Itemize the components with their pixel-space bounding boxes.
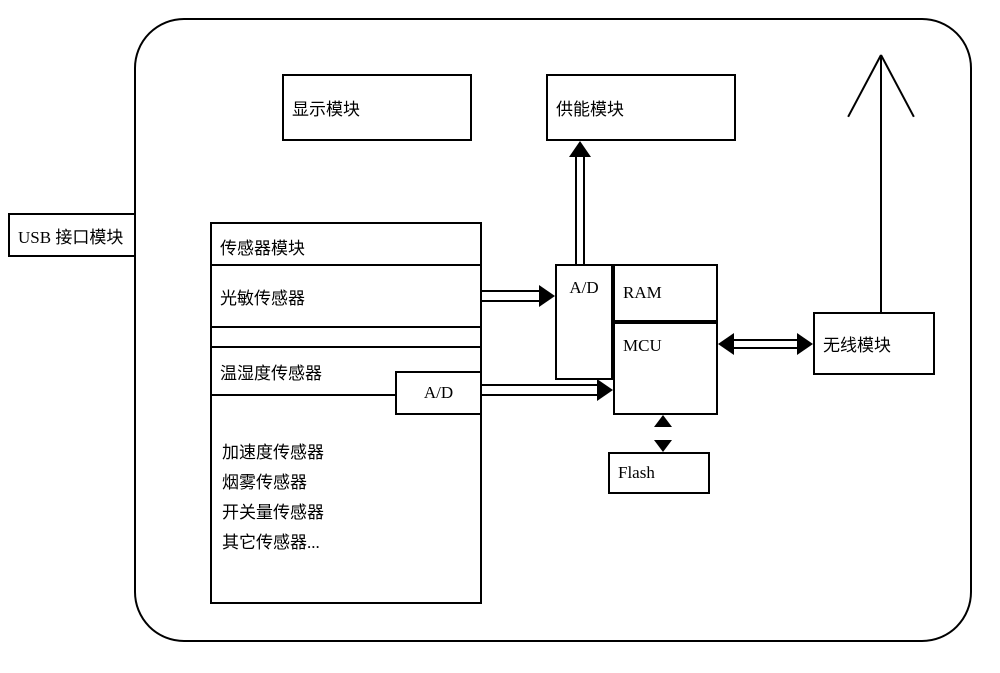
antenna-icon bbox=[880, 55, 882, 312]
other-sensors-label: 其它传感器... bbox=[222, 528, 320, 553]
power-label: 供能模块 bbox=[556, 95, 624, 120]
mcu-label: MCU bbox=[623, 336, 662, 356]
display-module: 显示模块 bbox=[282, 74, 472, 141]
arrow-ad-to-display bbox=[575, 141, 585, 264]
arrow-light-to-ad bbox=[482, 290, 555, 302]
accel-sensor-label: 加速度传感器 bbox=[222, 438, 324, 463]
arrow-mcu-wireless bbox=[718, 339, 813, 349]
ram-label: RAM bbox=[623, 283, 662, 303]
light-sensor: 光敏传感器 bbox=[210, 264, 482, 328]
ram-block: RAM bbox=[613, 264, 718, 322]
temp-ad-label: A/D bbox=[424, 383, 453, 403]
wireless-module: 无线模块 bbox=[813, 312, 935, 375]
temp-ad-converter: A/D bbox=[395, 371, 482, 415]
arrow-mcu-flash bbox=[654, 415, 672, 452]
arrow-temp-to-mcu bbox=[482, 384, 613, 396]
mcu-block: MCU bbox=[613, 322, 718, 415]
light-sensor-label: 光敏传感器 bbox=[220, 284, 305, 309]
ad-converter: A/D bbox=[555, 264, 613, 380]
switch-sensor-label: 开关量传感器 bbox=[222, 498, 324, 523]
sensor-title: 传感器模块 bbox=[220, 234, 305, 259]
power-module: 供能模块 bbox=[546, 74, 736, 141]
flash-label: Flash bbox=[618, 463, 655, 483]
usb-interface-module: USB 接口模块 bbox=[8, 213, 136, 257]
wireless-label: 无线模块 bbox=[823, 331, 891, 356]
temp-sensor-label: 温湿度传感器 bbox=[220, 359, 322, 384]
flash-block: Flash bbox=[608, 452, 710, 494]
ad-label: A/D bbox=[569, 278, 598, 298]
diagram-canvas: USB 接口模块 显示模块 供能模块 传感器模块 光敏传感器 温湿度传感器 A/… bbox=[0, 0, 1000, 673]
smoke-sensor-label: 烟雾传感器 bbox=[222, 468, 307, 493]
usb-label: USB 接口模块 bbox=[18, 223, 123, 248]
display-label: 显示模块 bbox=[292, 95, 360, 120]
